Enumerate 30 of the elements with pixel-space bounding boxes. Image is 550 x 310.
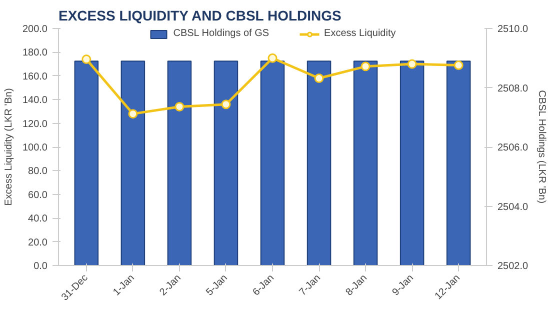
point <box>221 100 231 110</box>
point <box>174 102 184 112</box>
y-tick-label: 200.0 <box>22 24 48 35</box>
legend-label: Excess Liquidity <box>324 28 396 39</box>
y2-tick-label: 2504.0 <box>498 202 529 213</box>
point <box>360 62 370 72</box>
y2-tick-label: 2506.0 <box>498 142 529 154</box>
y-tick-label: 20.0 <box>28 237 48 248</box>
y-tick-label: 80.0 <box>28 166 48 178</box>
y-tick-label: 40.0 <box>28 214 48 225</box>
y2-axis-title: CBSL Holdings (LKR 'Bn) <box>536 90 548 204</box>
y-tick-label: 120.0 <box>22 118 48 130</box>
legend-label: CBSL Holdings of GS <box>173 28 270 39</box>
chart-title: EXCESS LIQUIDITY AND CBSL HOLDINGS <box>58 8 342 24</box>
y-tick-label: 60.0 <box>28 190 48 201</box>
point <box>454 60 464 70</box>
y2-tick-label: 2508.0 <box>498 83 529 94</box>
point <box>407 59 417 69</box>
y-tick-label: 160.0 <box>22 71 48 82</box>
y-tick-label: 140.0 <box>22 95 48 106</box>
point <box>314 74 324 84</box>
y-tick-label: 180.0 <box>22 48 48 59</box>
y-tick-label: 0.0 <box>34 261 48 272</box>
y-tick-label: 100.0 <box>22 142 48 154</box>
point <box>268 53 278 63</box>
y-axis-title: Excess Liquidity (LKR 'Bn) <box>3 88 14 206</box>
point <box>82 54 92 64</box>
y2-tick-label: 2510.0 <box>498 24 529 35</box>
y2-tick-label: 2502.0 <box>498 261 529 272</box>
point <box>128 109 138 119</box>
